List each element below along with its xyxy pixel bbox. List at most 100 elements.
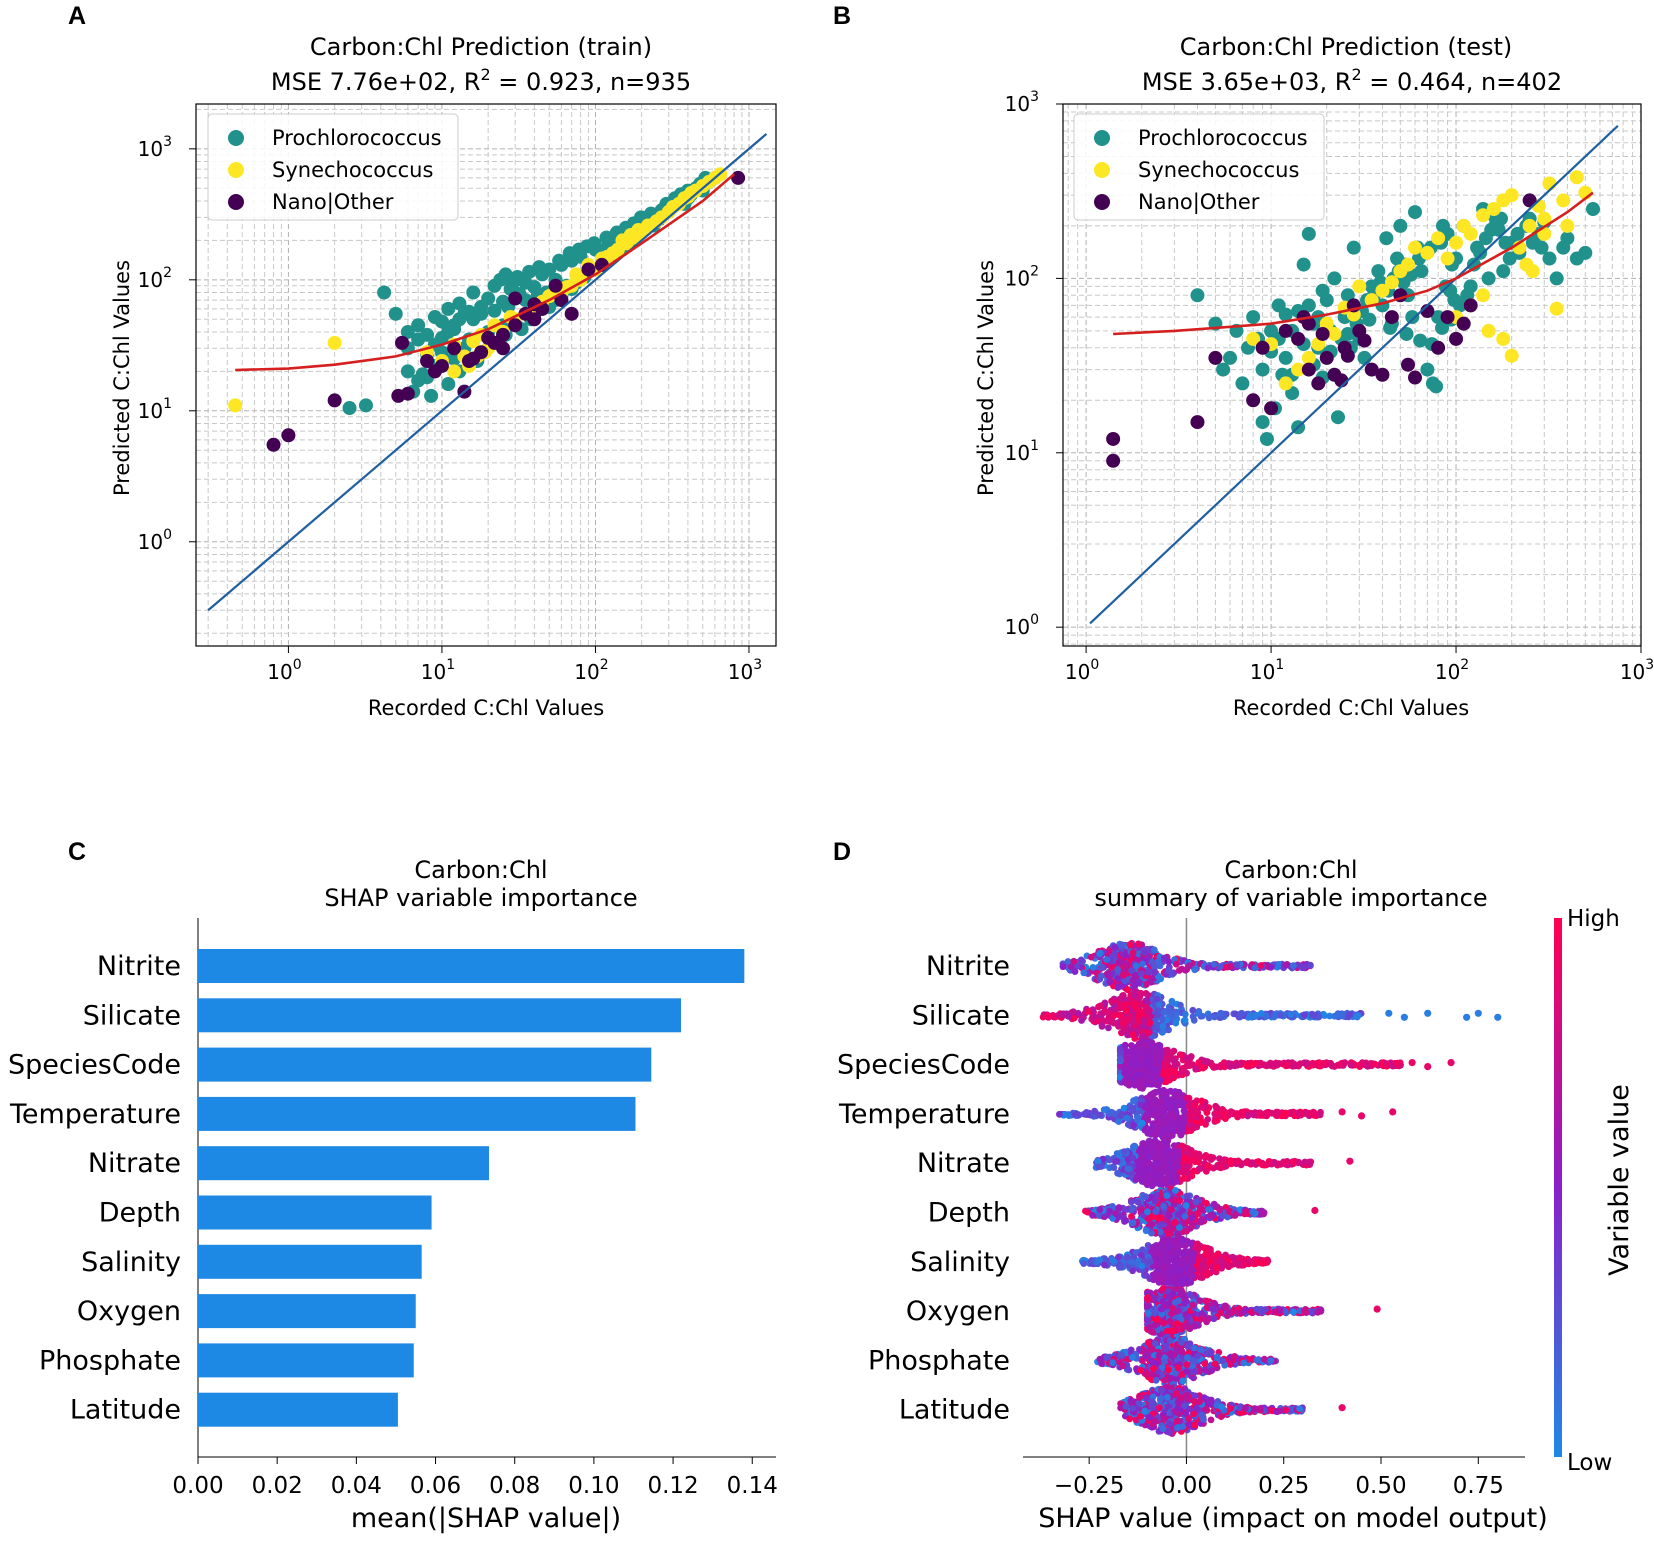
shap-point: [1347, 1061, 1355, 1069]
category-label: Temperature: [838, 1099, 1010, 1130]
x-tick-label: 100: [267, 657, 301, 684]
shap-point: [1122, 1000, 1129, 1008]
data-point: [1569, 170, 1584, 185]
category-label: Nitrite: [97, 951, 181, 982]
shap-point: [1198, 1315, 1206, 1322]
y-tick-label: 103: [1005, 89, 1039, 116]
shap-point: [1250, 1208, 1258, 1215]
tick-exp: 2: [1030, 263, 1039, 279]
shap-point: [1315, 1013, 1323, 1021]
panel-b-title: Carbon:Chl Prediction (test): [1180, 33, 1512, 61]
shap-point: [1175, 1147, 1182, 1154]
shap-point: [1152, 1019, 1159, 1026]
panel-b-letter: B: [833, 2, 851, 30]
shap-point: [1196, 1297, 1204, 1305]
shap-point: [1132, 1175, 1140, 1183]
data-point: [1431, 231, 1446, 246]
shap-point: [1169, 1290, 1177, 1298]
grid: [196, 104, 776, 646]
data-point: [1481, 271, 1496, 286]
data-point: [1476, 288, 1491, 303]
data-point: [1525, 264, 1540, 279]
shap-point: [1393, 1059, 1401, 1067]
shap-point: [1209, 1305, 1216, 1313]
shap-point: [1177, 1266, 1185, 1273]
shap-point: [1195, 1059, 1203, 1066]
shap-point: [1240, 1261, 1248, 1268]
shap-point: [1115, 983, 1122, 991]
shap-point: [1326, 1012, 1333, 1020]
shap-point: [1170, 1263, 1178, 1270]
shap-point: [1256, 1112, 1264, 1119]
data-point: [388, 306, 403, 321]
shap-point: [1190, 1124, 1198, 1132]
tick-base: 10: [574, 660, 599, 684]
data-point: [377, 285, 392, 300]
legend-label: Synechococcus: [272, 158, 433, 182]
shap-point: [1121, 1077, 1129, 1085]
tick-exp: 3: [1645, 657, 1654, 673]
bar: [198, 1343, 414, 1378]
shap-point: [1171, 1169, 1178, 1176]
shap-point: [1060, 1010, 1067, 1018]
shap-point: [1139, 960, 1146, 968]
x-tick-label: 0.14: [727, 1473, 778, 1499]
fit-curve: [1113, 191, 1594, 336]
shap-point: [1234, 1309, 1242, 1317]
beeswarm-row: [1056, 1086, 1397, 1141]
data-point: [581, 262, 596, 277]
plot-content: [207, 133, 768, 612]
data-point: [1223, 350, 1238, 365]
tick-base: 10: [421, 660, 446, 684]
shap-point: [1102, 1008, 1110, 1015]
data-point: [400, 324, 415, 339]
shap-point: [1162, 1239, 1169, 1247]
bar: [198, 949, 745, 983]
shap-point: [1176, 1115, 1184, 1123]
shap-point: [1121, 1016, 1129, 1023]
data-point: [434, 358, 449, 373]
data-point: [1190, 415, 1205, 430]
shap-point: [1165, 1211, 1173, 1218]
data-point: [441, 377, 456, 392]
data-point: [1296, 257, 1311, 272]
data-point: [342, 401, 357, 416]
shap-point: [1175, 1211, 1182, 1219]
panel-b-xlabel: Recorded C:Chl Values: [1233, 696, 1469, 720]
data-point: [1278, 307, 1293, 322]
shap-point: [1135, 1077, 1143, 1084]
tick-base: 10: [1005, 266, 1030, 290]
y-tick-label: 100: [1005, 612, 1039, 639]
data-point: [452, 296, 467, 311]
shap-point: [1206, 1259, 1213, 1266]
shap-point: [1356, 1061, 1364, 1069]
shap-point: [1144, 1058, 1152, 1065]
shap-point: [1123, 1114, 1131, 1122]
shap-point: [1098, 972, 1105, 980]
shap-point: [1110, 1164, 1118, 1171]
shap-point: [1116, 1012, 1124, 1019]
shap-point: [1251, 964, 1259, 972]
shap-point: [1267, 964, 1275, 971]
shap-point: [1157, 1305, 1165, 1313]
beeswarm-row: [1082, 1185, 1319, 1239]
shap-point: [1141, 1041, 1149, 1049]
data-point: [1330, 410, 1345, 425]
shap-point: [1115, 1213, 1123, 1221]
shap-point: [1346, 1011, 1354, 1019]
shap-point: [1097, 1002, 1104, 1010]
x-tick-label: 103: [1620, 657, 1654, 684]
data-point: [666, 199, 681, 214]
shap-point: [1162, 1139, 1169, 1147]
data-point: [559, 280, 574, 295]
shap-point: [1131, 1081, 1139, 1089]
shap-point: [1281, 1158, 1289, 1166]
data-point: [1578, 245, 1593, 260]
data-point: [1408, 370, 1423, 385]
x-tick-label: 0.02: [252, 1473, 303, 1499]
shap-point: [1153, 1042, 1161, 1050]
shap-point: [1227, 963, 1235, 970]
data-point: [266, 437, 281, 452]
